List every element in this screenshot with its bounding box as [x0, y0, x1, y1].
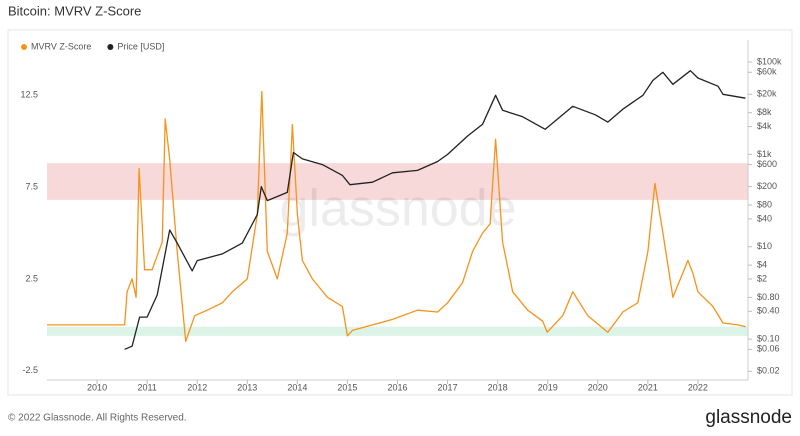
y-tick-label: 2.5 — [25, 273, 38, 283]
x-tick-label: 2012 — [187, 382, 207, 392]
threshold-band — [47, 326, 748, 336]
x-tick-label: 2011 — [137, 382, 156, 392]
y2-tick-label: $200 — [757, 181, 777, 191]
x-tick-label: 2019 — [538, 382, 558, 392]
series-line — [124, 70, 746, 350]
series-line — [47, 90, 746, 343]
y2-tick-label: $4k — [757, 121, 772, 131]
x-tick-label: 2013 — [237, 382, 257, 392]
watermark: glassnode — [279, 180, 516, 238]
x-tick-label: 2010 — [87, 382, 107, 392]
x-tick-label: 2021 — [638, 382, 658, 392]
y2-tick-label: $0.10 — [757, 333, 780, 343]
y-tick-label: 7.5 — [25, 181, 38, 191]
x-tick-label: 2016 — [387, 382, 407, 392]
x-tick-label: 2022 — [688, 382, 708, 392]
y2-tick-label: $80 — [757, 199, 772, 209]
y2-tick-label: $4 — [757, 259, 767, 269]
x-tick-label: 2020 — [588, 382, 608, 392]
legend-label: Price [USD] — [117, 41, 164, 51]
legend-label: MVRV Z-Score — [31, 41, 91, 51]
y2-tick-label: $0.06 — [757, 344, 780, 354]
y2-tick-label: $40 — [757, 213, 772, 223]
y2-tick-label: $8k — [757, 107, 772, 117]
footer: © 2022 Glassnode. All Rights Reserved. — [8, 413, 187, 424]
legend-swatch — [107, 44, 114, 50]
y2-tick-label: $20k — [757, 89, 777, 99]
x-tick-label: 2015 — [337, 382, 357, 392]
y-tick-label: 12.5 — [20, 90, 38, 100]
y-tick-label: -2.5 — [22, 365, 38, 375]
chart-title: Bitcoin: MVRV Z-Score — [8, 3, 141, 18]
x-tick-label: 2014 — [287, 382, 307, 392]
y2-tick-label: $0.80 — [757, 292, 780, 302]
y2-tick-label: $600 — [757, 159, 777, 169]
legend-swatch — [21, 44, 27, 50]
x-tick-label: 2018 — [488, 382, 508, 392]
y2-tick-label: $0.02 — [757, 366, 780, 376]
x-tick-label: 2017 — [438, 382, 458, 392]
logo: glassnode — [705, 407, 792, 428]
y2-tick-label: $1k — [757, 149, 772, 159]
y2-tick-label: $10 — [757, 241, 772, 251]
y2-tick-label: $100k — [757, 56, 782, 66]
chart-frame — [7, 29, 793, 396]
y2-tick-label: $2 — [757, 273, 767, 283]
y2-tick-label: $60k — [757, 67, 777, 77]
y2-tick-label: $0.40 — [757, 306, 780, 316]
